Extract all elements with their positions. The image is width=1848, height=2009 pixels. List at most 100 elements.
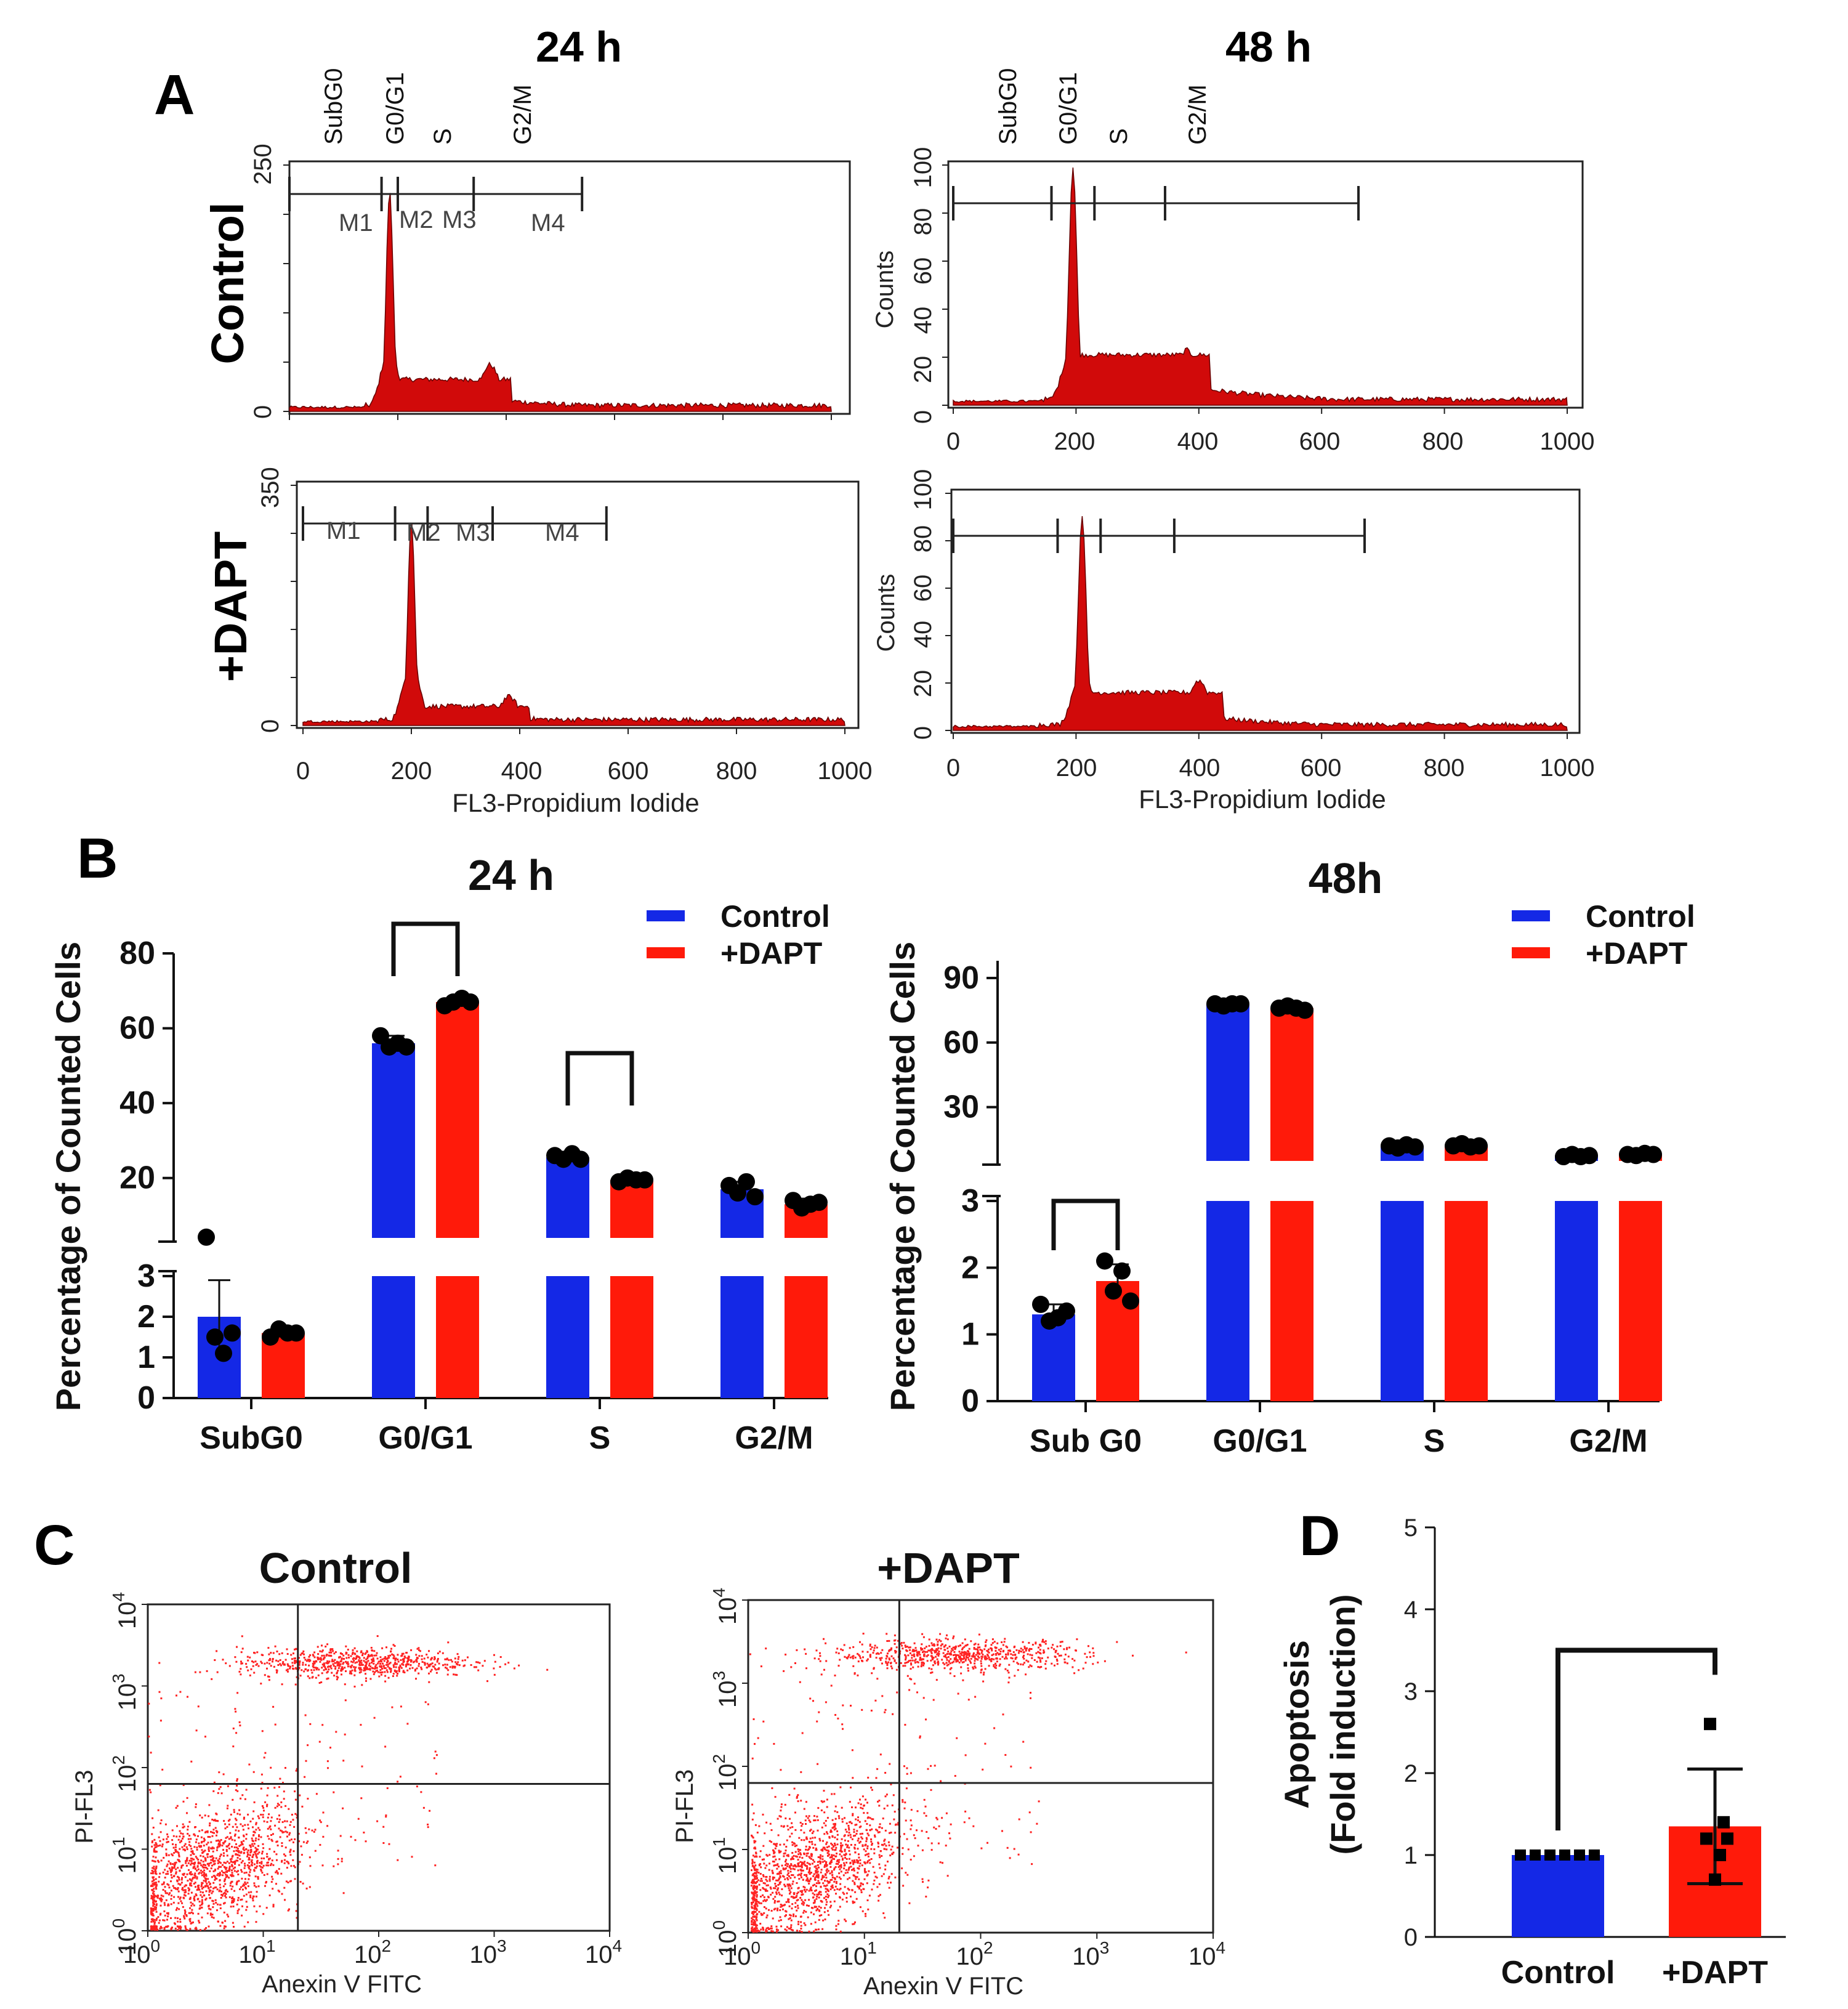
bar-upper-segment bbox=[436, 1002, 479, 1238]
significance-bracket bbox=[1051, 1199, 1120, 1250]
legend-label-dapt: +DAPT bbox=[1586, 936, 1687, 971]
legend-label-control: Control bbox=[720, 899, 830, 934]
ylabel-counts-48d: Counts bbox=[873, 574, 900, 652]
x-tick-label: G2/M bbox=[1569, 1423, 1647, 1459]
x-tick-label: G2/M bbox=[735, 1420, 813, 1456]
bar-lower-segment bbox=[785, 1276, 828, 1398]
xtick: 800 bbox=[1422, 428, 1464, 455]
panel-a-letter: A bbox=[154, 63, 195, 126]
y-tick-label: 103 bbox=[109, 1673, 141, 1710]
xlabel-24: FL3-Propidium Iodide bbox=[452, 788, 700, 817]
xtick: 600 bbox=[1301, 754, 1342, 782]
data-point bbox=[746, 1188, 764, 1206]
x-tick-label: SubG0 bbox=[200, 1420, 303, 1456]
yticks-48d: 0 20 40 60 80 100 Counts bbox=[873, 469, 937, 740]
ytick: 60 bbox=[910, 575, 937, 602]
xtick: 0 bbox=[946, 754, 960, 782]
panel-c-letter: C bbox=[34, 1514, 75, 1577]
y-tick-label: 5 bbox=[1404, 1514, 1418, 1542]
bar-lower-segment bbox=[372, 1276, 415, 1398]
xticks-24d: 0 200 400 600 800 1000 FL3-Propidium Iod… bbox=[296, 758, 873, 817]
y-tick-label: 4 bbox=[1404, 1596, 1418, 1623]
row-label-dapt: +DAPT bbox=[205, 532, 256, 682]
x-tick-label: S bbox=[1424, 1423, 1445, 1459]
data-point bbox=[1714, 1849, 1726, 1861]
y-axis-label: PI-FL3 bbox=[71, 1770, 98, 1844]
data-point bbox=[215, 1344, 232, 1362]
xtick: 1000 bbox=[818, 758, 873, 785]
marker-label: M1 bbox=[326, 517, 361, 544]
y-tick-label: 100 bbox=[709, 1920, 741, 1957]
y-tick-label: 90 bbox=[943, 960, 979, 996]
bar-lower-segment bbox=[610, 1276, 653, 1398]
x-tick-label: 101 bbox=[840, 1938, 877, 1970]
panel-d-ylabel-line1: Apoptosis bbox=[1277, 1640, 1316, 1809]
histogram-area bbox=[953, 168, 1568, 406]
data-point bbox=[1589, 1849, 1600, 1861]
data-point bbox=[198, 1228, 215, 1246]
ytick: 40 bbox=[910, 307, 937, 334]
x-axis-label: Anexin V FITC bbox=[863, 1973, 1023, 2000]
y-tick-label: 102 bbox=[109, 1755, 141, 1792]
y-tick-label: 102 bbox=[709, 1754, 741, 1791]
y-tick-label: 3 bbox=[961, 1183, 979, 1219]
y-tick-label: 1 bbox=[137, 1340, 155, 1375]
ytick: 100 bbox=[910, 147, 937, 188]
y-tick-label: 101 bbox=[709, 1837, 741, 1874]
x-axis-label: Anexin V FITC bbox=[262, 1971, 422, 1998]
xtick: 0 bbox=[946, 428, 960, 455]
data-point bbox=[462, 993, 479, 1011]
bar-lower-segment bbox=[1445, 1201, 1488, 1401]
ylabel-counts-48c: Counts bbox=[871, 251, 898, 329]
xtick: 1000 bbox=[1540, 428, 1595, 455]
panel-b-ylabel-24: Percentage of Counted Cells bbox=[49, 942, 87, 1411]
ytick: 100 bbox=[910, 469, 937, 511]
data-point bbox=[288, 1324, 305, 1342]
data-point bbox=[1721, 1832, 1733, 1845]
scatter-points-late bbox=[194, 1635, 549, 1686]
data-point bbox=[636, 1171, 653, 1189]
xtick: 800 bbox=[716, 758, 757, 785]
ytick-24d-min: 0 bbox=[257, 719, 284, 733]
data-point bbox=[1574, 1849, 1585, 1861]
x-tick-label: +DAPT bbox=[1662, 1955, 1768, 1991]
data-point bbox=[1058, 1302, 1075, 1320]
x-tick-label: 104 bbox=[585, 1936, 622, 1968]
ytick: 20 bbox=[910, 670, 937, 698]
ytick: 80 bbox=[910, 525, 937, 553]
phase-label-s-24: S bbox=[429, 128, 456, 145]
y-tick-label: 60 bbox=[943, 1025, 979, 1061]
phase-label-g2m-24: G2/M bbox=[509, 84, 536, 145]
x-tick-label: 101 bbox=[238, 1936, 275, 1968]
panel-d-ylabel-line2: (Fold induction) bbox=[1323, 1595, 1362, 1855]
scatter-points-live bbox=[150, 1752, 360, 1931]
data-point bbox=[1232, 995, 1249, 1013]
bar-chart-24h: 0 1 2 3 20 40 60 80 SubG0 G0/G1 S G2/M bbox=[119, 921, 828, 1456]
histogram-48h-dapt bbox=[945, 488, 1581, 739]
data-point bbox=[1096, 1252, 1113, 1270]
data-point bbox=[1530, 1849, 1541, 1861]
y-tick-label: 3 bbox=[137, 1258, 155, 1294]
y-tick-label: 0 bbox=[137, 1380, 155, 1416]
ytick-24c-max: 250 bbox=[249, 144, 276, 185]
data-point bbox=[1704, 1718, 1716, 1731]
histogram-area bbox=[953, 516, 1568, 731]
y-tick-label: 103 bbox=[709, 1671, 741, 1708]
bar bbox=[1512, 1855, 1604, 1937]
xtick: 400 bbox=[501, 758, 543, 785]
plot-frame bbox=[147, 1603, 611, 1932]
panel-c-title-dapt: +DAPT bbox=[877, 1544, 1019, 1592]
x-tick-label: G0/G1 bbox=[1212, 1423, 1307, 1459]
ytick: 60 bbox=[910, 257, 937, 285]
panel-c-title-control: Control bbox=[259, 1544, 413, 1592]
histogram-area bbox=[302, 523, 845, 726]
y-tick-label: 2 bbox=[137, 1299, 155, 1335]
bar-upper-segment bbox=[1206, 1003, 1249, 1161]
x-tick-label: Control bbox=[1501, 1955, 1615, 1991]
ytick: 0 bbox=[910, 726, 937, 740]
xtick: 400 bbox=[1177, 428, 1219, 455]
marker-label: M4 bbox=[545, 519, 579, 546]
marker-label: M4 bbox=[531, 209, 565, 236]
